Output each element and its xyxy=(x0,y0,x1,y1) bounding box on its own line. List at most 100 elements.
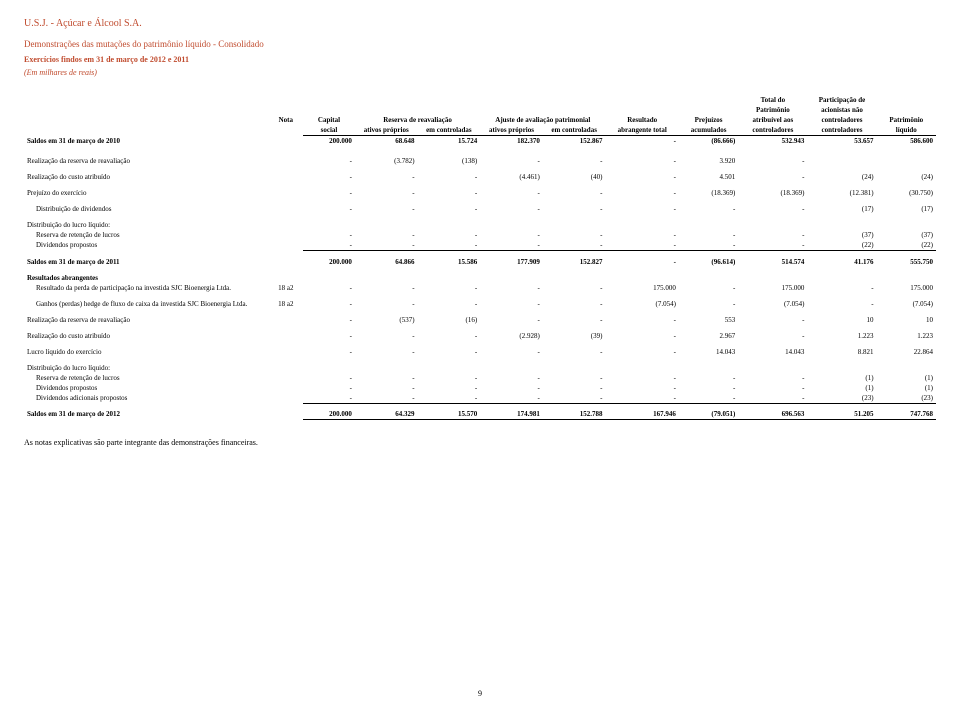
cell: 4.501 xyxy=(679,172,738,182)
cell: 175.000 xyxy=(605,283,678,293)
cell: (7.054) xyxy=(605,299,678,309)
row-label: Resultado da perda de participação na in… xyxy=(24,283,269,293)
cell xyxy=(269,331,304,341)
row-label: Saldos em 31 de março de 2012 xyxy=(24,409,269,420)
cell: (16) xyxy=(418,315,481,325)
col-header: social xyxy=(303,125,355,136)
cell: - xyxy=(480,383,543,393)
cell: - xyxy=(418,331,481,341)
cell: 152.788 xyxy=(543,409,606,420)
cell: - xyxy=(543,299,606,309)
cell: 152.867 xyxy=(543,136,606,147)
cell: 18 a2 xyxy=(269,283,304,293)
col-header: Reserva de reavaliação xyxy=(355,115,480,125)
cell: - xyxy=(543,240,606,251)
cell: - xyxy=(738,204,807,214)
cell xyxy=(269,347,304,357)
cell: (537) xyxy=(355,315,418,325)
cell: - xyxy=(303,156,355,166)
cell: - xyxy=(355,299,418,309)
cell: - xyxy=(303,188,355,198)
cell: (3.782) xyxy=(355,156,418,166)
cell: - xyxy=(355,188,418,198)
cell: - xyxy=(738,172,807,182)
cell: 586.600 xyxy=(877,136,936,147)
col-header: Prejuízos xyxy=(679,115,738,125)
equity-changes-table: Total do Participação de Patrimônio acio… xyxy=(24,95,936,420)
cell: - xyxy=(355,347,418,357)
cell: 1.223 xyxy=(877,331,936,341)
cell: 10 xyxy=(877,315,936,325)
cell: - xyxy=(418,188,481,198)
row-label: Realização da reserva de reavaliação xyxy=(24,315,269,325)
cell: 10 xyxy=(807,315,876,325)
row-label: Dividendos propostos xyxy=(24,240,269,251)
cell: - xyxy=(605,230,678,240)
cell: - xyxy=(738,230,807,240)
col-header: controladores xyxy=(738,125,807,136)
cell: (7.054) xyxy=(877,299,936,309)
row-label: Distribuição do lucro líquido: xyxy=(24,220,269,230)
cell: 182.370 xyxy=(480,136,543,147)
cell: 14.043 xyxy=(738,347,807,357)
cell: 175.000 xyxy=(738,283,807,293)
cell xyxy=(269,188,304,198)
col-header: acionistas não xyxy=(807,105,876,115)
cell: - xyxy=(303,331,355,341)
cell: 15.724 xyxy=(418,136,481,147)
cell: (24) xyxy=(877,172,936,182)
cell: - xyxy=(543,315,606,325)
period-line: Exercícios findos em 31 de março de 2012… xyxy=(24,55,936,64)
col-header: Ajuste de avaliação patrimonial xyxy=(480,115,605,125)
col-header: controladores xyxy=(807,125,876,136)
cell: 177.909 xyxy=(480,257,543,267)
cell: (37) xyxy=(877,230,936,240)
cell: 514.574 xyxy=(738,257,807,267)
cell xyxy=(877,156,936,166)
cell: 553 xyxy=(679,315,738,325)
cell: 51.205 xyxy=(807,409,876,420)
cell: (1) xyxy=(807,373,876,383)
cell: - xyxy=(355,204,418,214)
cell: - xyxy=(679,299,738,309)
cell xyxy=(807,156,876,166)
col-header: acumulados xyxy=(679,125,738,136)
cell: 64.866 xyxy=(355,257,418,267)
cell: (22) xyxy=(877,240,936,251)
cell: - xyxy=(679,240,738,251)
col-header: Patrimônio xyxy=(738,105,807,115)
cell: - xyxy=(605,257,678,267)
page-number: 9 xyxy=(478,689,482,698)
cell xyxy=(269,257,304,267)
cell xyxy=(269,172,304,182)
cell: - xyxy=(418,393,481,404)
col-header: Resultado xyxy=(605,115,678,125)
row-label: Prejuízo do exercício xyxy=(24,188,269,198)
cell: - xyxy=(480,156,543,166)
cell: - xyxy=(605,204,678,214)
cell: - xyxy=(738,331,807,341)
company-name: U.S.J. - Açúcar e Álcool S.A. xyxy=(24,18,936,29)
col-header: líquido xyxy=(877,125,936,136)
cell: - xyxy=(355,230,418,240)
row-label: Distribuição do lucro líquido: xyxy=(24,363,269,373)
cell: - xyxy=(738,393,807,404)
row-label: Distribuição de dividendos xyxy=(24,204,269,214)
row-label: Dividendos adicionais propostos xyxy=(24,393,269,404)
cell: - xyxy=(543,156,606,166)
statement-title: Demonstrações das mutações do patrimônio… xyxy=(24,39,936,49)
row-label: Reserva de retenção de lucros xyxy=(24,373,269,383)
cell: 41.176 xyxy=(807,257,876,267)
row-label: Realização do custo atribuído xyxy=(24,331,269,341)
cell: (86.666) xyxy=(679,136,738,147)
cell: 167.946 xyxy=(605,409,678,420)
cell: - xyxy=(605,156,678,166)
cell: 18 a2 xyxy=(269,299,304,309)
cell: - xyxy=(543,283,606,293)
col-header: Total do xyxy=(738,95,807,105)
cell: (1) xyxy=(877,383,936,393)
cell xyxy=(269,393,304,404)
cell: - xyxy=(303,204,355,214)
cell: - xyxy=(605,373,678,383)
cell: - xyxy=(303,315,355,325)
